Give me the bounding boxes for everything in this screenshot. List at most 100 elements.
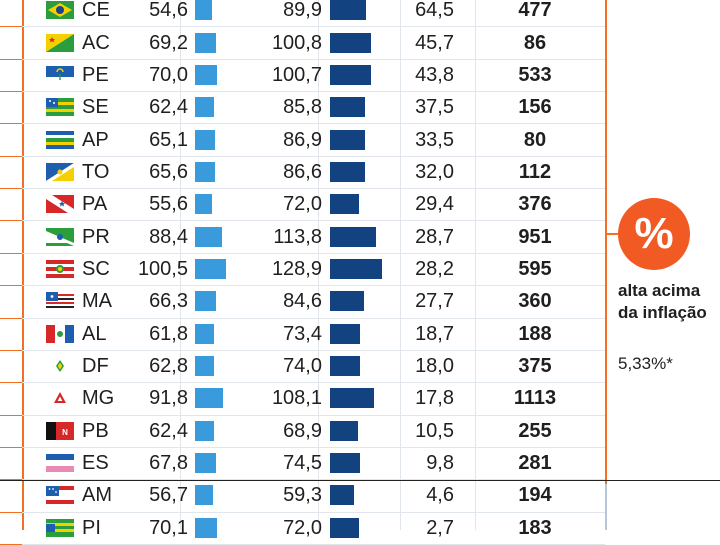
- right-line-lower: [605, 484, 607, 530]
- row-divider: [0, 479, 605, 480]
- state-code: AC: [82, 32, 110, 54]
- left-tick: [0, 123, 22, 124]
- flag-icon: [46, 228, 74, 246]
- bar-b: [330, 453, 360, 473]
- count-value: 376: [518, 193, 552, 215]
- left-tick: [0, 479, 22, 480]
- bar-a: [195, 259, 226, 279]
- flag-icon: N: [46, 422, 74, 440]
- bar-a: [195, 65, 217, 85]
- callout-text: alta acima da inflação: [618, 281, 707, 322]
- bar-a: [195, 194, 212, 214]
- bar-b: [330, 194, 359, 214]
- value-a: 67,8: [149, 452, 188, 474]
- svg-text:N: N: [62, 428, 68, 437]
- value-a: 65,6: [149, 161, 188, 183]
- row-divider: [0, 220, 605, 221]
- count-value: 595: [518, 258, 552, 280]
- value-b: 73,4: [283, 323, 322, 345]
- value-a: 54,6: [149, 0, 188, 21]
- right-accent-line: [605, 0, 607, 530]
- change-pct: 43,8: [415, 64, 454, 86]
- bar-a: [195, 421, 214, 441]
- value-b: 89,9: [283, 0, 322, 21]
- bar-a: [195, 162, 215, 182]
- flag-icon: [46, 131, 74, 149]
- left-tick: [0, 91, 22, 92]
- callout-connector: [606, 233, 618, 235]
- state-code: MA: [82, 290, 112, 312]
- value-b: 108,1: [271, 387, 322, 409]
- bar-b: [330, 162, 365, 182]
- bar-b: [330, 324, 360, 344]
- state-code: PB: [82, 420, 109, 442]
- count-value: 360: [518, 290, 552, 312]
- inflation-threshold-line: [0, 480, 720, 481]
- count-value: 255: [518, 420, 552, 442]
- left-tick: [0, 59, 22, 60]
- row-divider: [0, 253, 605, 254]
- count-value: 80: [523, 129, 547, 151]
- change-pct: 33,5: [415, 129, 454, 151]
- divider-4: [475, 0, 476, 530]
- bar-b: [330, 130, 365, 150]
- bar-b: [330, 97, 365, 117]
- value-a: 100,5: [137, 258, 188, 280]
- change-pct: 18,0: [415, 355, 454, 377]
- bar-a: [195, 130, 215, 150]
- state-code: PA: [82, 193, 108, 215]
- flag-icon: [46, 34, 74, 52]
- bar-b: [330, 259, 382, 279]
- left-tick: [0, 350, 22, 351]
- flag-icon: [46, 292, 74, 310]
- divider-1: [180, 0, 181, 530]
- left-tick: [0, 220, 22, 221]
- bar-a: [195, 33, 216, 53]
- count-value: 375: [518, 355, 552, 377]
- left-tick: [0, 285, 22, 286]
- bar-b: [330, 356, 360, 376]
- value-a: 62,8: [149, 355, 188, 377]
- change-pct: 37,5: [415, 96, 454, 118]
- row-divider: [0, 123, 605, 124]
- count-value: 951: [518, 226, 552, 248]
- row-divider: [0, 318, 605, 319]
- flag-icon: [46, 163, 74, 181]
- state-code: AP: [82, 129, 109, 151]
- bar-a: [195, 518, 217, 538]
- bar-a: [195, 453, 216, 473]
- change-pct: 17,8: [415, 387, 454, 409]
- count-value: 112: [518, 161, 552, 183]
- count-value: 533: [518, 64, 552, 86]
- value-a: 70,0: [149, 64, 188, 86]
- value-a: 65,1: [149, 129, 188, 151]
- left-tick: [0, 26, 22, 27]
- count-value: 477: [518, 0, 552, 21]
- flag-icon: [46, 519, 74, 537]
- row-divider: [0, 285, 605, 286]
- bar-a: [195, 356, 214, 376]
- value-b: 74,5: [283, 452, 322, 474]
- bar-a: [195, 485, 213, 505]
- value-b: 68,9: [283, 420, 322, 442]
- bar-b: [330, 33, 371, 53]
- bar-b: [330, 291, 364, 311]
- flag-icon: [46, 98, 74, 116]
- left-tick: [0, 382, 22, 383]
- left-tick: [0, 156, 22, 157]
- bar-b: [330, 227, 376, 247]
- row-divider: [0, 26, 605, 27]
- change-pct: 28,7: [415, 226, 454, 248]
- flag-icon: [46, 357, 74, 375]
- value-b: 74,0: [283, 355, 322, 377]
- state-code: AL: [82, 323, 107, 345]
- count-value: 156: [518, 96, 552, 118]
- value-b: 100,7: [271, 64, 322, 86]
- value-b: 72,0: [283, 193, 322, 215]
- value-a: 55,6: [149, 193, 188, 215]
- value-a: 91,8: [149, 387, 188, 409]
- left-tick: [0, 512, 22, 513]
- change-pct: 32,0: [415, 161, 454, 183]
- bar-b: [330, 65, 371, 85]
